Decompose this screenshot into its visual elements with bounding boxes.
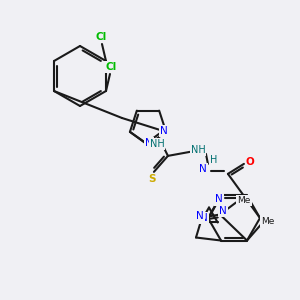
Text: N: N <box>145 138 153 148</box>
Text: N: N <box>200 213 208 223</box>
Text: Cl: Cl <box>105 62 117 72</box>
Text: H: H <box>210 155 218 165</box>
Text: N: N <box>199 164 207 174</box>
Text: NH: NH <box>190 145 205 155</box>
Text: N: N <box>196 211 204 220</box>
Text: O: O <box>246 157 254 167</box>
Text: N: N <box>219 206 227 215</box>
Text: S: S <box>148 174 156 184</box>
Text: NH: NH <box>150 139 164 149</box>
Text: Cl: Cl <box>95 32 106 42</box>
Text: Me: Me <box>237 196 251 205</box>
Text: N: N <box>160 126 168 136</box>
Text: Me: Me <box>261 217 275 226</box>
Text: N: N <box>215 194 223 205</box>
